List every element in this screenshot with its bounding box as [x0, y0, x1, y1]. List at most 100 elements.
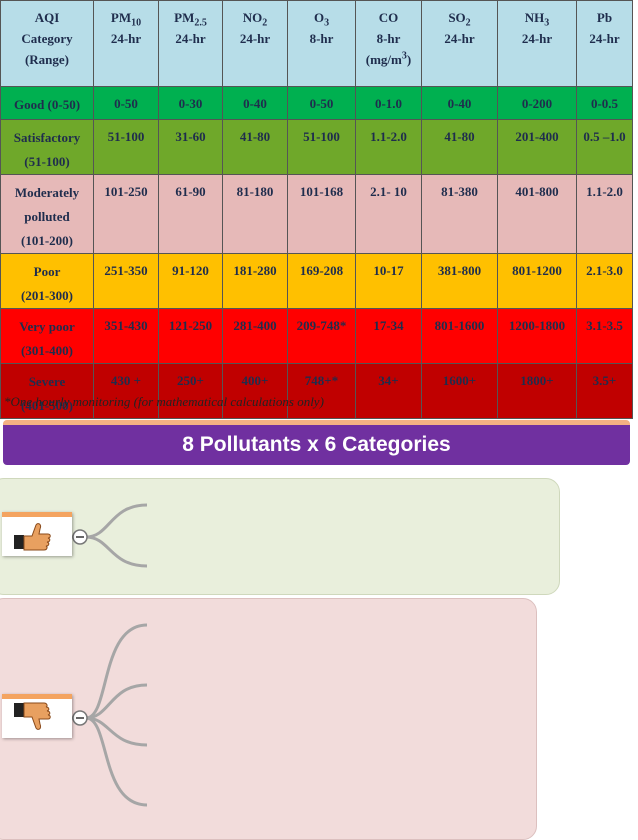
pollutant-name: O	[313, 10, 325, 25]
value-cell: 61-90	[158, 174, 223, 254]
thumbs-down-icon	[2, 694, 72, 738]
category-cell: Severe (401-500)	[0, 363, 94, 419]
collapse-button[interactable]	[72, 529, 88, 545]
table-row: Good (0-50) 0-50 0-30 0-40 0-50 0-1.0 0-40 0-20…	[0, 86, 633, 120]
pollutant-subscript: 10	[131, 17, 142, 29]
value-cell: 0-50	[287, 86, 356, 120]
pollutant-subscript: 3	[324, 17, 330, 29]
text-line: Very poor	[19, 319, 75, 334]
value-cell: 281-400	[222, 308, 288, 364]
pollutant-name: Pb	[596, 10, 613, 25]
thumbs-up-icon	[2, 512, 72, 556]
value-cell: 2.1-3.0	[576, 253, 633, 309]
value-cell: 1200-1800	[497, 308, 577, 364]
header-cell: PM2.5 24-hr	[158, 0, 223, 87]
averaging-period: 24-hr	[239, 31, 271, 46]
averaging-period: 8-hr	[376, 31, 401, 46]
text-line: (101-200)	[21, 233, 73, 248]
value-cell: 181-280	[222, 253, 288, 309]
header-cell: Pb 24-hr	[576, 0, 633, 87]
text-line: Moderately	[14, 185, 80, 200]
averaging-period: 24-hr	[444, 31, 475, 46]
header-cell: AQI Category (Range)	[0, 0, 94, 87]
text-line: (Range)	[24, 52, 70, 67]
header-cell: SO2 24-hr	[421, 0, 498, 87]
value-cell: 430 +	[93, 363, 159, 419]
value-cell: 34+	[355, 363, 422, 419]
pollutant-name: PM	[110, 10, 132, 25]
value-cell: 41-80	[421, 119, 498, 175]
thumbs-up	[14, 523, 51, 551]
table-row: Satisfactory (51-100) 51-100 31-60 41-80 51-1…	[0, 119, 633, 175]
value-cell: 101-168	[287, 174, 356, 254]
pollutant-subscript: 3	[544, 17, 550, 29]
table-row: Moderately polluted (101-200) 101-250 61-90 8…	[0, 174, 633, 254]
text-line: Good (0-50)	[13, 97, 81, 112]
value-cell: 400+	[222, 363, 288, 419]
header-cell: CO 8-hr (mg/m3)	[355, 0, 422, 87]
averaging-period: 24-hr	[175, 31, 206, 46]
header-cell: NH3 24-hr	[497, 0, 577, 87]
value-cell: 41-80	[222, 119, 288, 175]
unit: (mg/m	[365, 52, 402, 67]
pollutant-name: NO	[242, 10, 263, 25]
value-cell: 0-30	[158, 86, 223, 120]
averaging-period: 24-hr	[110, 31, 142, 46]
value-cell: 1800+	[497, 363, 577, 419]
value-cell: 0-50	[93, 86, 159, 120]
text-line: (401-500)	[21, 398, 73, 413]
thumbs-down	[14, 702, 51, 730]
value-cell: 401-800	[497, 174, 577, 254]
pollutant-name: NH	[524, 10, 545, 25]
table-row: Very poor (301-400) 351-430 121-250 281-400 2…	[0, 308, 633, 364]
value-cell: 91-120	[158, 253, 223, 309]
value-cell: 1.1-2.0	[355, 119, 422, 175]
value-cell: 1.1-2.0	[576, 174, 633, 254]
value-cell: 101-250	[93, 174, 159, 254]
averaging-period: 8-hr	[309, 31, 334, 46]
value-cell: 801-1200	[497, 253, 577, 309]
value-cell: 801-1600	[421, 308, 498, 364]
pollutant-subscript: 2	[262, 17, 268, 29]
value-cell: 81-180	[222, 174, 288, 254]
table-row: Poor (201-300) 251-350 91-120 181-280 169-208…	[0, 253, 633, 309]
collapse-button[interactable]	[72, 710, 88, 726]
text-line: Satisfactory	[13, 130, 81, 145]
pollutant-subscript: 2.5	[194, 17, 207, 29]
header-row: AQI Category (Range) PM10 24-hr PM2.5 24-hr NO2…	[0, 0, 633, 87]
pollutant-name: PM	[174, 10, 195, 25]
value-cell: 169-208	[287, 253, 356, 309]
text-line: Severe	[28, 374, 66, 389]
header-cell: PM10 24-hr	[93, 0, 159, 87]
value-cell: 209-748*	[287, 308, 356, 364]
value-cell: 31-60	[158, 119, 223, 175]
aqi-table: AQI Category (Range) PM10 24-hr PM2.5 24-hr NO2…	[0, 0, 633, 419]
header-cell: O3 8-hr	[287, 0, 356, 87]
value-cell: 3.5+	[576, 363, 633, 419]
table-row: Severe (401-500) 430 +250+ 400+ 748+* 34+ 1600…	[0, 363, 633, 419]
value-cell: 0-200	[497, 86, 577, 120]
text-line: AQI	[34, 10, 60, 25]
value-cell: 250+	[158, 363, 223, 419]
value-cell: 17-34	[355, 308, 422, 364]
text-line: Poor	[33, 264, 61, 279]
unit-superscript: 3	[401, 50, 407, 62]
text-line: Category	[21, 31, 73, 46]
averaging-period: 24-hr	[589, 31, 620, 46]
text-line: (51-100)	[24, 154, 70, 169]
category-cell: Moderately polluted (101-200)	[0, 174, 94, 254]
banner: 8 Pollutants x 6 Categories	[3, 420, 630, 465]
footnote: *One hourly monitoring (for mathematical…	[4, 394, 324, 409]
value-cell: 351-430	[93, 308, 159, 364]
unit: )	[406, 52, 412, 67]
text-line: polluted	[24, 209, 70, 224]
category-cell: Very poor (301-400)	[0, 308, 94, 364]
text-line: (301-400)	[21, 343, 73, 358]
text-line: (201-300)	[21, 288, 73, 303]
pollutant-name: SO	[448, 10, 466, 25]
value-cell: 3.1-3.5	[576, 308, 633, 364]
value-cell: 0.5 –1.0	[576, 119, 633, 175]
value-cell: 251-350	[93, 253, 159, 309]
